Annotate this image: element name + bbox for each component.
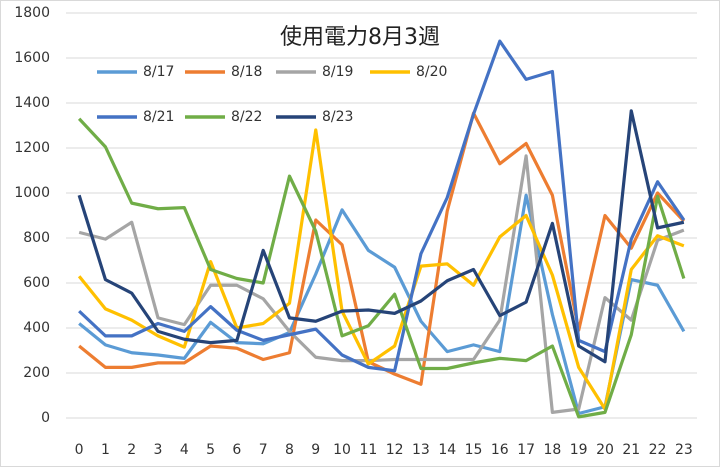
legend-label: 8/17 [143, 64, 174, 80]
legend-label: 8/21 [143, 109, 174, 125]
x-tick-label: 17 [517, 442, 535, 458]
y-tick-label: 200 [23, 365, 50, 381]
x-tick-label: 3 [154, 442, 163, 458]
y-tick-label: 0 [41, 410, 50, 426]
x-tick-label: 14 [438, 442, 456, 458]
chart-title: 使用電力8月3週 [280, 25, 440, 50]
y-tick-label: 1600 [14, 50, 50, 66]
x-tick-label: 10 [333, 442, 351, 458]
x-tick-label: 16 [491, 442, 509, 458]
x-tick-label: 19 [570, 442, 588, 458]
series-line [78, 154, 685, 414]
y-tick-label: 600 [23, 275, 50, 291]
series-line [78, 193, 686, 416]
y-tick-label: 1800 [14, 5, 50, 21]
y-tick-label: 400 [23, 320, 50, 336]
series-line [77, 117, 686, 419]
y-tick-label: 1200 [14, 140, 50, 156]
x-tick-label: 1 [101, 442, 110, 458]
y-tick-label: 1400 [14, 95, 50, 111]
x-tick-label: 8 [285, 442, 294, 458]
y-tick-label: 800 [23, 230, 50, 246]
x-tick-label: 22 [649, 442, 667, 458]
x-tick-label: 13 [412, 442, 430, 458]
series-line [77, 109, 685, 364]
x-tick-label: 15 [465, 442, 483, 458]
x-tick-label: 12 [386, 442, 404, 458]
x-tick-label: 9 [311, 442, 320, 458]
x-tick-label: 0 [75, 442, 84, 458]
x-tick-label: 21 [622, 442, 640, 458]
x-tick-label: 20 [596, 442, 614, 458]
legend-label: 8/18 [231, 64, 262, 80]
x-tick-label: 7 [259, 442, 268, 458]
legend-label: 8/22 [231, 109, 262, 125]
x-tick-label: 23 [675, 442, 693, 458]
legend-label: 8/23 [322, 109, 353, 125]
x-tick-label: 5 [206, 442, 215, 458]
x-tick-label: 11 [359, 442, 377, 458]
legend-label: 8/19 [322, 64, 353, 80]
series-line [78, 39, 686, 373]
x-tick-label: 4 [180, 442, 189, 458]
legend-label: 8/20 [416, 64, 447, 80]
series-line [77, 128, 685, 411]
y-tick-label: 1000 [14, 185, 50, 201]
x-tick-label: 6 [232, 442, 241, 458]
x-tick-label: 2 [127, 442, 136, 458]
x-tick-label: 18 [543, 442, 561, 458]
